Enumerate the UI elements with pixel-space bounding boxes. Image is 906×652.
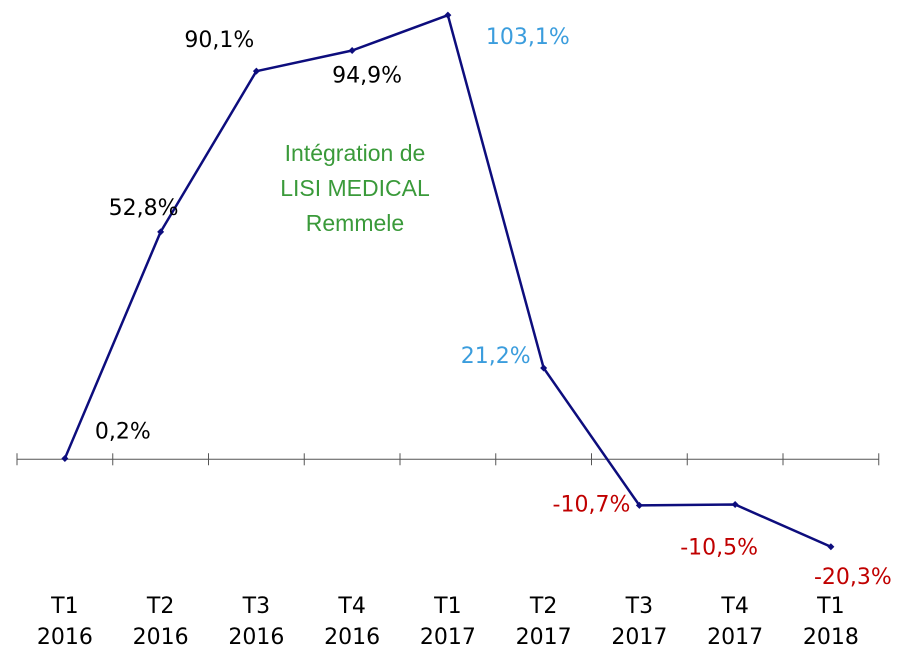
data-label: -10,7%	[553, 492, 631, 517]
data-label: 90,1%	[184, 28, 254, 53]
data-label: -20,3%	[814, 565, 892, 590]
point-marker	[540, 364, 548, 372]
point-marker	[348, 47, 356, 55]
point-marker	[635, 501, 643, 509]
annotation: Remmele	[306, 210, 404, 236]
point-marker	[252, 67, 260, 75]
point-marker	[827, 543, 835, 551]
x-tick-label: T1 2018	[803, 594, 859, 650]
point-marker	[444, 11, 452, 19]
data-label: 21,2%	[461, 344, 531, 369]
x-tick-label: T1 2017	[420, 594, 476, 650]
x-tick-label: T2 2016	[133, 594, 189, 650]
data-label: 94,9%	[332, 64, 402, 89]
data-label: 52,8%	[109, 196, 179, 221]
x-tick-label: T1 2016	[37, 594, 93, 650]
data-label: 103,1%	[486, 25, 570, 50]
point-marker	[157, 228, 165, 236]
annotation: LISI MEDICAL	[280, 175, 430, 201]
series-line	[63, 13, 832, 548]
data-label: -10,5%	[680, 536, 758, 561]
x-tick-label: T4 2016	[324, 594, 380, 650]
x-tick-label: T2 2017	[516, 594, 572, 650]
point-marker	[731, 501, 739, 509]
x-tick-label: T3 2017	[611, 594, 667, 650]
x-tick-label: T3 2016	[228, 594, 284, 650]
data-label: 0,2%	[95, 419, 151, 444]
annotation: Intégration de	[285, 140, 426, 166]
x-tick-label: T4 2017	[707, 594, 763, 650]
point-marker	[61, 454, 69, 462]
